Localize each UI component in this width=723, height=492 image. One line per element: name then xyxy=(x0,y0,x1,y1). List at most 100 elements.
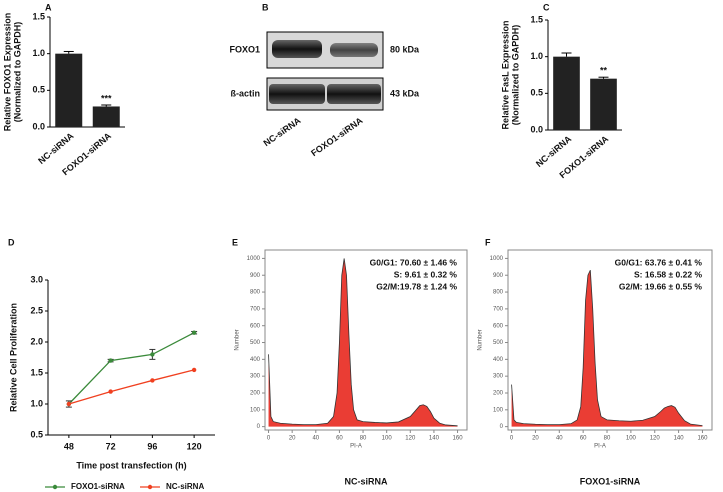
phase-stat: G0/G1: 63.76 ± 0.41 % xyxy=(615,257,703,267)
y-tick-label: 0.0 xyxy=(32,121,45,131)
lane-label: NC-siRNA xyxy=(262,115,303,148)
panel-letter: D xyxy=(8,237,15,247)
bar xyxy=(92,106,120,127)
y-tick-label: 3.0 xyxy=(30,274,43,284)
phase-stat: G2/M: 19.66 ± 0.55 % xyxy=(619,281,703,291)
y-axis-label: Relative FasL Expression xyxy=(500,21,510,130)
y-tick-label: 100 xyxy=(493,407,504,413)
y-tick-label: 1.5 xyxy=(530,14,543,24)
y-tick-label: 800 xyxy=(493,290,504,296)
bar xyxy=(55,53,83,127)
y-tick-label: 900 xyxy=(493,273,504,279)
x-tick-label: 96 xyxy=(147,441,157,451)
size-label: 43 kDa xyxy=(390,88,420,98)
y-tick-label: 500 xyxy=(493,340,504,346)
x-tick-label: 120 xyxy=(650,436,661,442)
point xyxy=(150,352,155,357)
y-tick-label: 1.0 xyxy=(530,51,543,61)
panel-caption: NC-siRNA xyxy=(344,476,388,486)
y-tick-label: 700 xyxy=(493,306,504,312)
x-tick-label: 160 xyxy=(453,436,464,442)
x-tick-label: 80 xyxy=(604,436,611,442)
x-tick-label: 80 xyxy=(360,436,367,442)
y-tick-label: 0 xyxy=(257,424,261,430)
blot-panel: B FOXO1 ß-actin 80 kDa 43 kDa NC-siRNA F… xyxy=(229,2,420,158)
point xyxy=(191,367,197,373)
series-line xyxy=(68,369,195,405)
legend-marker xyxy=(52,484,58,490)
y-tick-label: 1.0 xyxy=(30,398,43,408)
x-axis-label: Time post transfection (h) xyxy=(76,460,186,470)
y-tick-label: 300 xyxy=(250,374,261,380)
significance: *** xyxy=(101,93,112,103)
x-tick-label: 20 xyxy=(289,436,296,442)
row-label: FOXO1 xyxy=(229,44,260,54)
y-tick-label: 400 xyxy=(493,357,504,363)
x-tick-label: 60 xyxy=(336,436,343,442)
x-tick-label: 48 xyxy=(64,441,74,451)
y-tick-label: 1000 xyxy=(490,256,504,262)
y-tick-label: 1.0 xyxy=(32,48,45,58)
bar xyxy=(590,78,617,130)
y-tick-label: 500 xyxy=(250,340,261,346)
plot-frame xyxy=(264,249,468,431)
significance: ** xyxy=(600,66,608,76)
x-tick-label: 120 xyxy=(405,436,416,442)
panel-letter: F xyxy=(485,237,491,247)
y-tick-label: 800 xyxy=(250,290,261,296)
panel-letter: A xyxy=(45,2,52,12)
y-tick-label: 0 xyxy=(500,424,504,430)
point xyxy=(66,401,72,407)
x-tick-label: 140 xyxy=(674,436,685,442)
y-tick-label: 200 xyxy=(493,391,504,397)
x-tick-label: 0 xyxy=(267,436,271,442)
y-tick-label: 2.5 xyxy=(30,305,43,315)
y-axis-label: Number xyxy=(235,329,241,350)
legend-label: NC-siRNA xyxy=(166,482,204,491)
y-tick-label: 1.5 xyxy=(32,11,45,21)
y-axis-label: Relative Cell Proliferation xyxy=(8,303,18,412)
x-tick-label: 40 xyxy=(556,436,563,442)
x-tick-label: 100 xyxy=(626,436,637,442)
y-tick-label: 0.5 xyxy=(30,429,43,439)
x-tick-label: 40 xyxy=(312,436,319,442)
row-label: ß-actin xyxy=(230,88,260,98)
y-axis-label: (Normalized to GAPDH) xyxy=(12,22,22,123)
plot-frame xyxy=(507,249,713,431)
bar xyxy=(553,56,580,130)
x-tick-label: 60 xyxy=(580,436,587,442)
point xyxy=(191,330,197,335)
histogram-line xyxy=(511,270,703,427)
panel-letter: B xyxy=(262,2,269,12)
blot-band xyxy=(330,43,378,57)
y-tick-label: 2.0 xyxy=(30,336,43,346)
y-axis-label: (Normalized to GAPDH) xyxy=(510,25,520,126)
lane-label: FOXO1-siRNA xyxy=(309,115,365,158)
phase-stat: S: 9.61 ± 0.32 % xyxy=(394,269,458,279)
legend-label: FOXO1-siRNA xyxy=(71,482,125,491)
size-label: 80 kDa xyxy=(390,44,420,54)
panel-letter: C xyxy=(543,2,550,12)
x-tick-label: 20 xyxy=(532,436,539,442)
point xyxy=(150,378,155,383)
legend-marker xyxy=(147,484,153,490)
phase-stat: S: 16.58 ± 0.22 % xyxy=(634,269,702,279)
x-tick-label: 0 xyxy=(510,436,514,442)
y-tick-label: 1000 xyxy=(247,256,261,262)
y-tick-label: 100 xyxy=(250,407,261,413)
x-axis-label: PI-A xyxy=(594,444,606,450)
y-tick-label: 0.5 xyxy=(530,88,543,98)
series-line xyxy=(68,332,195,405)
x-tick-label: 72 xyxy=(106,441,116,451)
x-tick-label: 140 xyxy=(429,436,440,442)
blot-band xyxy=(327,84,381,104)
point xyxy=(108,389,113,394)
y-tick-label: 600 xyxy=(493,323,504,329)
y-tick-label: 0.0 xyxy=(530,124,543,134)
x-axis-label: PI-A xyxy=(350,444,362,450)
y-tick-label: 900 xyxy=(250,273,261,279)
x-tick-label: 160 xyxy=(697,436,708,442)
x-tick-label: 120 xyxy=(187,441,202,451)
histogram-line xyxy=(268,258,458,427)
